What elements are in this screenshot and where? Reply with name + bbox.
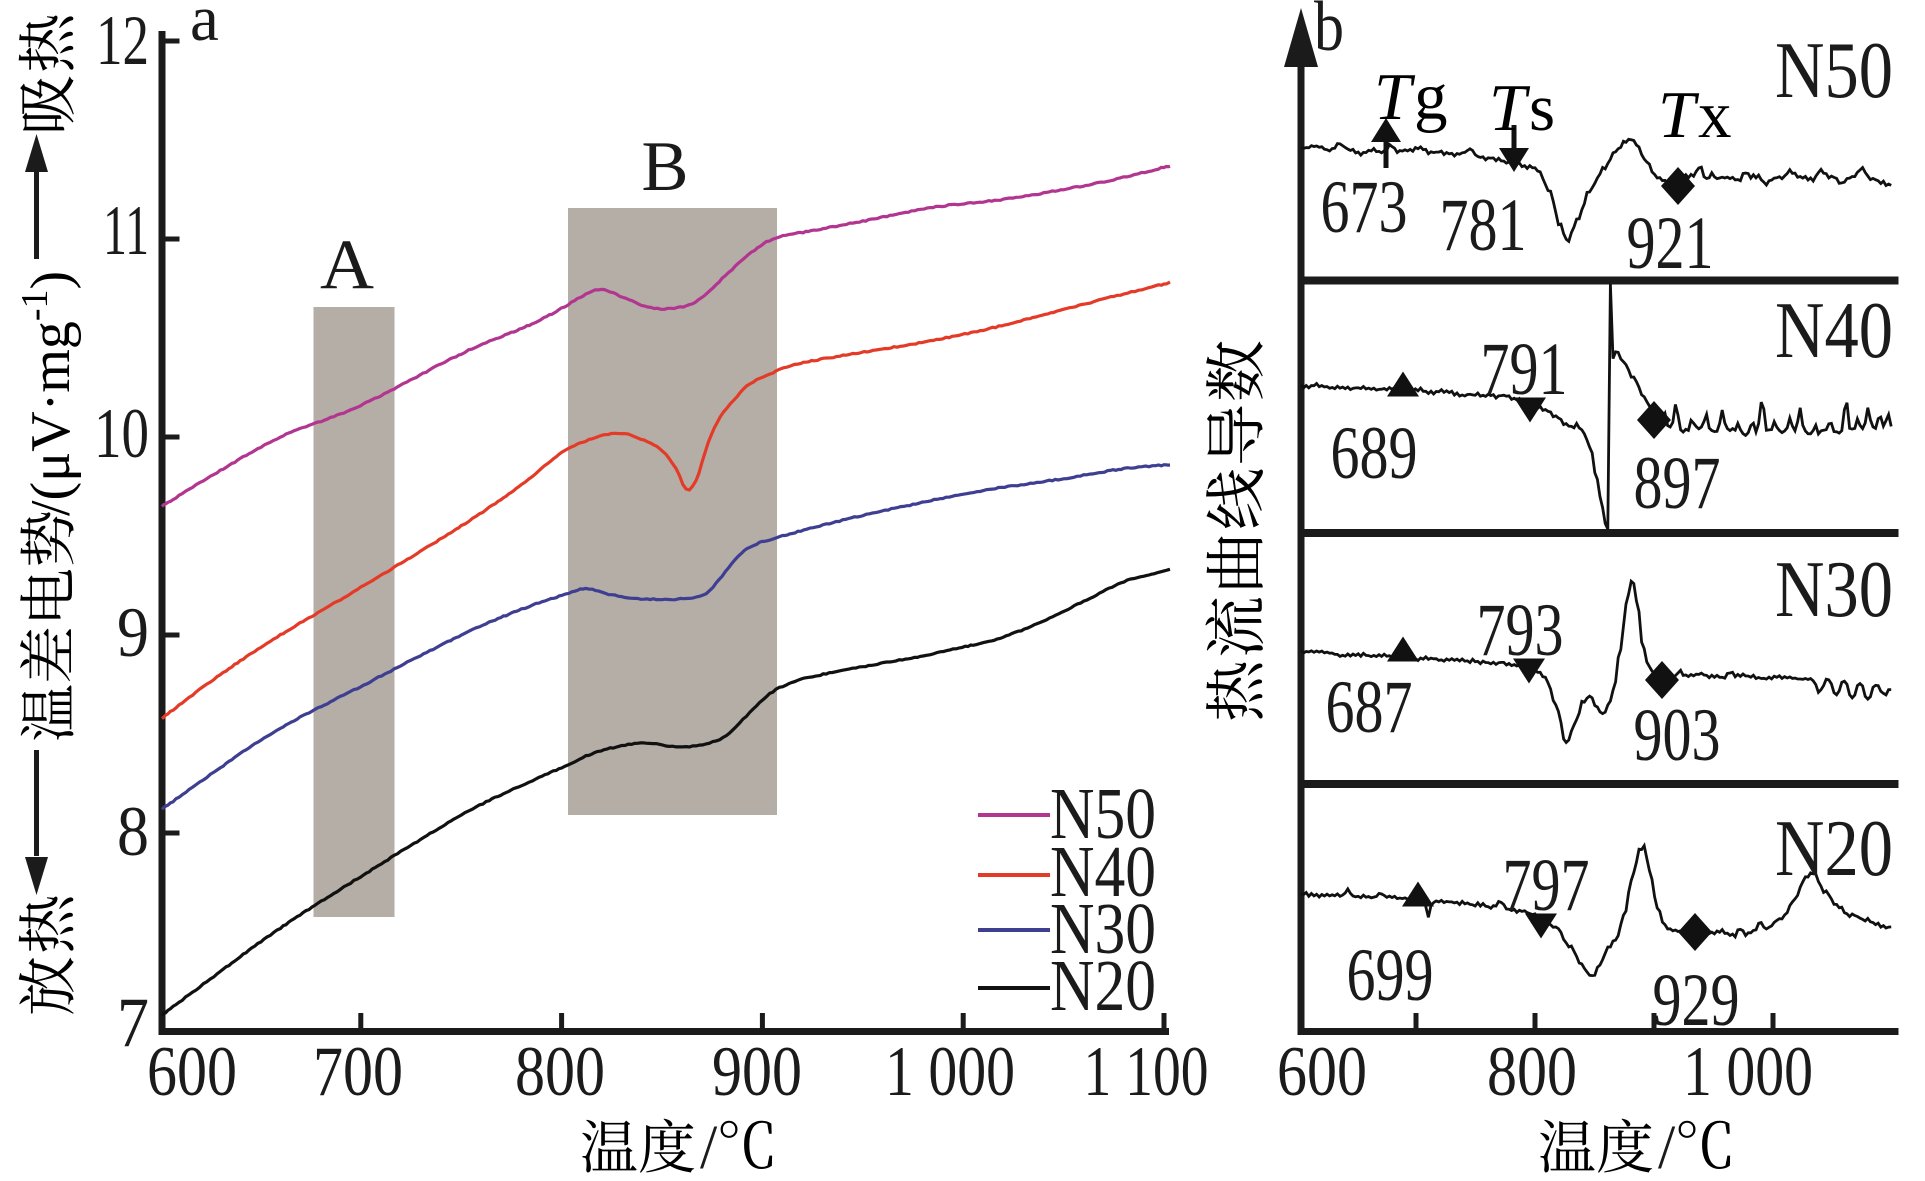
svg-text:N30: N30 <box>1775 546 1893 634</box>
svg-text:B: B <box>642 128 689 206</box>
svg-text:687: 687 <box>1326 666 1413 749</box>
svg-text:600: 600 <box>1277 1033 1367 1111</box>
svg-text:N50: N50 <box>1050 773 1156 854</box>
svg-text:12: 12 <box>96 2 149 80</box>
svg-text:g: g <box>1414 60 1448 134</box>
svg-text:793: 793 <box>1477 589 1564 672</box>
svg-text:s: s <box>1529 71 1555 145</box>
svg-text:7: 7 <box>117 984 149 1062</box>
svg-text:x: x <box>1698 78 1732 152</box>
svg-text:797: 797 <box>1503 844 1590 927</box>
svg-text:800: 800 <box>515 1033 605 1111</box>
svg-text:897: 897 <box>1634 442 1721 525</box>
svg-text:921: 921 <box>1627 202 1714 285</box>
svg-text:b: b <box>1314 0 1344 66</box>
svg-text:N50: N50 <box>1775 27 1893 115</box>
svg-text:N20: N20 <box>1775 805 1893 893</box>
svg-text:8: 8 <box>117 793 149 871</box>
svg-text:/: / <box>1658 1114 1676 1181</box>
svg-text:900: 900 <box>712 1033 802 1111</box>
svg-text:11: 11 <box>103 192 149 270</box>
svg-text:1 100: 1 100 <box>1084 1033 1209 1111</box>
svg-text:N30: N30 <box>1050 888 1156 969</box>
svg-text:791: 791 <box>1481 328 1568 411</box>
svg-text:903: 903 <box>1634 694 1721 777</box>
svg-text:781: 781 <box>1440 184 1527 267</box>
svg-text:689: 689 <box>1331 412 1418 495</box>
svg-text:700: 700 <box>313 1033 403 1111</box>
svg-text:1 000: 1 000 <box>1683 1033 1813 1111</box>
svg-text:/: / <box>700 1114 718 1181</box>
svg-text:T: T <box>1374 60 1416 134</box>
svg-text:N20: N20 <box>1050 945 1156 1026</box>
svg-text:800: 800 <box>1487 1033 1577 1111</box>
svg-text:9: 9 <box>117 594 149 672</box>
svg-text:929: 929 <box>1653 959 1740 1042</box>
svg-text:673: 673 <box>1321 166 1408 249</box>
svg-text:699: 699 <box>1347 934 1434 1017</box>
svg-text:A: A <box>320 226 374 304</box>
svg-text:600: 600 <box>147 1033 237 1111</box>
svg-text:N40: N40 <box>1050 831 1156 912</box>
svg-text:T: T <box>1489 71 1531 145</box>
svg-text:N40: N40 <box>1775 287 1893 375</box>
svg-text:T: T <box>1658 78 1700 152</box>
svg-text:10: 10 <box>94 395 149 473</box>
svg-text:1 000: 1 000 <box>885 1033 1015 1111</box>
svg-text:a: a <box>190 0 219 55</box>
